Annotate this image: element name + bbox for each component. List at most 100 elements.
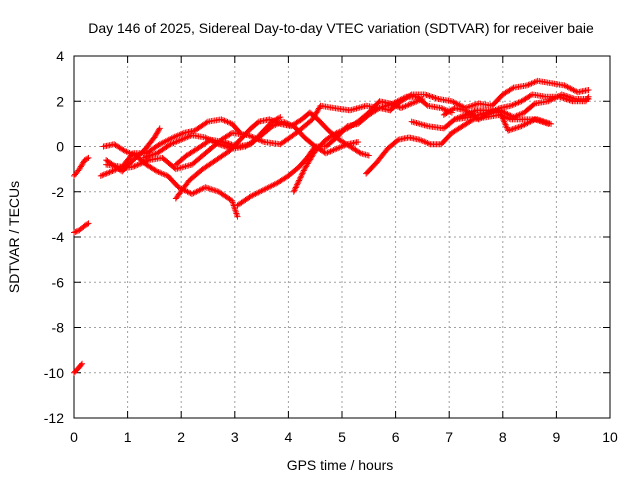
y-ticks: -12 -10 -8 -6 -4 -2 0 2 4 [44, 48, 610, 426]
series-arc-5 [100, 141, 241, 220]
data-point [277, 114, 284, 121]
data-point [106, 169, 113, 176]
series-arc-13 [363, 111, 555, 177]
series-arc-2 [71, 220, 92, 236]
data-point [585, 93, 592, 100]
series-arc-4 [97, 102, 394, 179]
data-point [515, 124, 522, 131]
y-tick-label: -2 [52, 184, 65, 200]
data-point [533, 116, 540, 123]
data-point [148, 152, 155, 159]
data-point [585, 86, 592, 93]
data-point [298, 171, 305, 178]
data-point [562, 95, 569, 102]
data-point [378, 104, 385, 111]
data-point [203, 184, 210, 191]
data-point [259, 138, 266, 145]
data-point [227, 140, 234, 147]
data-point [72, 228, 79, 235]
data-point [540, 119, 547, 126]
data-point [212, 187, 219, 194]
data-point [100, 171, 107, 178]
data-point [214, 188, 221, 195]
y-tick-label: -10 [44, 365, 64, 381]
series-arc-1 [71, 154, 92, 179]
data-point [135, 161, 142, 168]
data-point [560, 95, 567, 102]
data-point [258, 137, 265, 144]
data-point [248, 133, 255, 140]
data-point [145, 153, 152, 160]
data-point [300, 167, 307, 174]
series-arc-17 [451, 107, 552, 134]
data-point [223, 143, 230, 150]
data-point [79, 360, 86, 367]
series-arc-14 [387, 77, 592, 114]
chart-title: Day 146 of 2025, Sidereal Day-to-day VTE… [88, 20, 594, 36]
data-point [565, 96, 572, 103]
data-point [209, 186, 216, 193]
data-point [105, 169, 112, 176]
data-point [422, 91, 429, 98]
series-arc-3 [71, 360, 86, 376]
y-tick-label: -12 [44, 410, 64, 426]
data-point [78, 361, 85, 368]
data-point [217, 141, 224, 148]
data-point [102, 171, 109, 178]
data-point [234, 213, 241, 220]
x-tick-label: 7 [445, 429, 453, 445]
data-point [149, 151, 156, 158]
y-tick-label: 0 [56, 139, 64, 155]
data-point [208, 186, 215, 193]
y-tick-label: -8 [52, 320, 65, 336]
data-point [543, 120, 550, 127]
data-point [517, 123, 524, 130]
data-point [108, 168, 115, 175]
data-point [299, 170, 306, 177]
data-point [143, 153, 150, 160]
data-point [132, 162, 139, 169]
data-point [534, 117, 541, 124]
data-point [332, 130, 339, 137]
data-point [295, 178, 302, 185]
data-point [225, 140, 232, 147]
data-point [514, 124, 521, 131]
data-point [466, 103, 473, 110]
data-point [472, 101, 479, 108]
data-point [73, 228, 80, 235]
data-point [537, 118, 544, 125]
data-point [291, 187, 298, 194]
data-point [296, 176, 303, 183]
data-point [298, 173, 305, 180]
data-point [84, 155, 91, 162]
data-point [236, 128, 243, 135]
x-tick-label: 6 [392, 429, 400, 445]
data-point [202, 184, 209, 191]
data-point [469, 102, 476, 109]
data-point [506, 127, 513, 134]
y-tick-label: 4 [56, 48, 64, 64]
x-tick-label: 5 [338, 429, 346, 445]
data-point [254, 119, 261, 126]
y-tick-label: -6 [52, 274, 65, 290]
data-point [468, 103, 475, 110]
data-point [224, 139, 231, 146]
data-point [84, 221, 91, 228]
series-arc-7 [103, 125, 163, 175]
data-point [168, 135, 175, 142]
data-point [222, 139, 229, 146]
data-point [423, 101, 430, 108]
data-point [559, 94, 566, 101]
data-point [120, 147, 127, 154]
data-point [155, 126, 162, 133]
data-point [156, 125, 163, 132]
data-point [85, 220, 92, 227]
data-point [151, 151, 158, 158]
data-point [211, 187, 218, 194]
data-point [203, 119, 210, 126]
series-arc-10 [172, 109, 372, 202]
data-point [142, 154, 149, 161]
x-ticks: 0 1 2 3 4 5 6 7 8 9 10 [70, 56, 618, 445]
data-point [221, 138, 228, 145]
series-arc-11 [234, 93, 455, 209]
